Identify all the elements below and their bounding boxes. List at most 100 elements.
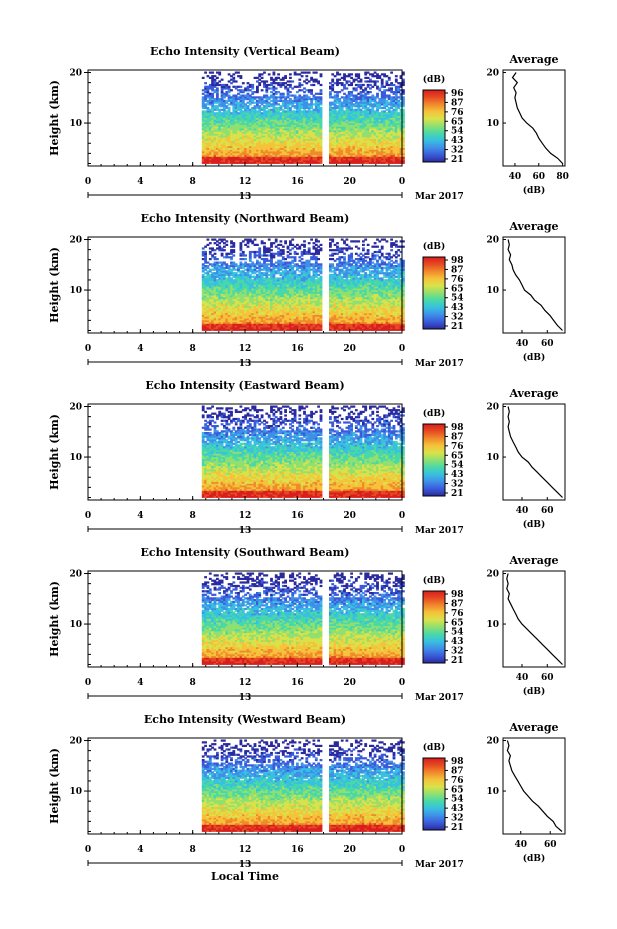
heatmap-cell xyxy=(355,79,358,81)
x-tick-label: 16 xyxy=(291,177,304,187)
heatmap-cell xyxy=(228,80,231,82)
heatmap-cell xyxy=(214,272,217,274)
heatmap-cell xyxy=(313,95,316,97)
heatmap-cell xyxy=(378,75,381,77)
heatmap-cell xyxy=(202,89,205,91)
heatmap-cell xyxy=(254,96,257,98)
heatmap-cell xyxy=(348,84,351,86)
heatmap-cell xyxy=(331,79,334,81)
heatmap-cell xyxy=(369,84,372,86)
heatmap-cell xyxy=(301,75,304,77)
heatmap-cell xyxy=(317,80,320,82)
heatmap-cell xyxy=(223,246,226,248)
heatmap-cell xyxy=(261,112,264,114)
heatmap-cell xyxy=(216,77,219,79)
heatmap-cell xyxy=(202,96,205,98)
heatmap-cell xyxy=(211,263,214,265)
heatmap-cell xyxy=(207,86,210,88)
heatmap-cell xyxy=(214,89,217,91)
heatmap-cell xyxy=(287,87,290,89)
heatmap-cell xyxy=(237,112,240,114)
heatmap-cell xyxy=(348,80,351,82)
heatmap-cell xyxy=(308,72,311,74)
heatmap-cell xyxy=(265,258,268,260)
heatmap-cell xyxy=(374,96,377,98)
heatmap-cell xyxy=(338,73,341,75)
heatmap-cell xyxy=(313,79,316,81)
heatmap-cell xyxy=(211,272,214,274)
heatmap-cell xyxy=(320,107,323,109)
heatmap-cell xyxy=(305,75,308,77)
heatmap-cell xyxy=(386,109,389,111)
heatmap-cell xyxy=(218,242,221,244)
heatmap-cell xyxy=(254,251,257,253)
heatmap-cell xyxy=(214,249,217,251)
heatmap-cell xyxy=(237,93,240,95)
heatmap-cell xyxy=(353,95,356,97)
heatmap-cell xyxy=(249,274,252,276)
average-title: Average xyxy=(508,53,558,66)
heatmap-cell xyxy=(258,247,261,249)
heatmap-cell xyxy=(244,103,247,105)
heatmap-cell xyxy=(313,103,316,105)
heatmap-cell xyxy=(244,262,247,264)
heatmap-cell xyxy=(247,246,250,248)
heatmap-cell xyxy=(308,80,311,82)
heatmap-cell xyxy=(254,102,257,104)
heatmap-cell xyxy=(305,95,308,97)
heatmap-cell xyxy=(204,251,207,253)
heatmap-cell xyxy=(228,107,231,109)
heatmap-cell xyxy=(214,262,217,264)
heatmap-cell xyxy=(320,73,323,75)
average-x-tick-label: 40 xyxy=(509,172,522,182)
heatmap-cell xyxy=(334,75,337,77)
heatmap-cell xyxy=(249,263,252,265)
heatmap-cell xyxy=(249,109,252,111)
heatmap-cell xyxy=(202,110,205,112)
heatmap xyxy=(202,239,405,331)
heatmap-cell xyxy=(381,79,384,81)
heatmap-cell xyxy=(355,109,358,111)
heatmap-cell xyxy=(313,109,316,111)
x-tick-label: 12 xyxy=(239,177,252,187)
heatmap-cell xyxy=(296,73,299,75)
heatmap-cell xyxy=(317,93,320,95)
heatmap-cell xyxy=(280,82,283,84)
heatmap-cell xyxy=(395,75,398,77)
heatmap-cell xyxy=(249,239,252,241)
heatmap-cell xyxy=(364,87,367,89)
heatmap-cell xyxy=(386,89,389,91)
heatmap-cell xyxy=(275,253,278,255)
date-label: 13 xyxy=(239,192,252,202)
heatmap-cell xyxy=(214,75,217,77)
heatmap-cell xyxy=(204,72,207,74)
heatmap-cell xyxy=(334,91,337,93)
heatmap-cell xyxy=(261,73,264,75)
heatmap-cell xyxy=(301,89,304,91)
heatmap-cell xyxy=(235,80,238,82)
heatmap-cell xyxy=(244,87,247,89)
heatmap-cell xyxy=(369,73,372,75)
heatmap-cell xyxy=(275,96,278,98)
heatmap-cell xyxy=(270,91,273,93)
heatmap-cell xyxy=(289,91,292,93)
heatmap-cell xyxy=(287,84,290,86)
heatmap-cell xyxy=(284,110,287,112)
heatmap-cell xyxy=(254,239,257,241)
heatmap-cell xyxy=(230,89,233,91)
heatmap-cell xyxy=(237,274,240,276)
heatmap-cell xyxy=(287,100,290,102)
heatmap-cell xyxy=(343,93,346,95)
heatmap-cell xyxy=(320,89,323,91)
heatmap-cell xyxy=(284,96,287,98)
heatmap-cell xyxy=(376,93,379,95)
heatmap-cell xyxy=(360,109,363,111)
heatmap xyxy=(202,72,405,164)
heatmap-cell xyxy=(265,110,268,112)
heatmap-cell xyxy=(202,251,205,253)
heatmap-cell xyxy=(364,93,367,95)
heatmap-cell xyxy=(360,84,363,86)
heatmap-cell xyxy=(237,72,240,74)
heatmap-cell xyxy=(291,110,294,112)
heatmap-cell xyxy=(284,82,287,84)
